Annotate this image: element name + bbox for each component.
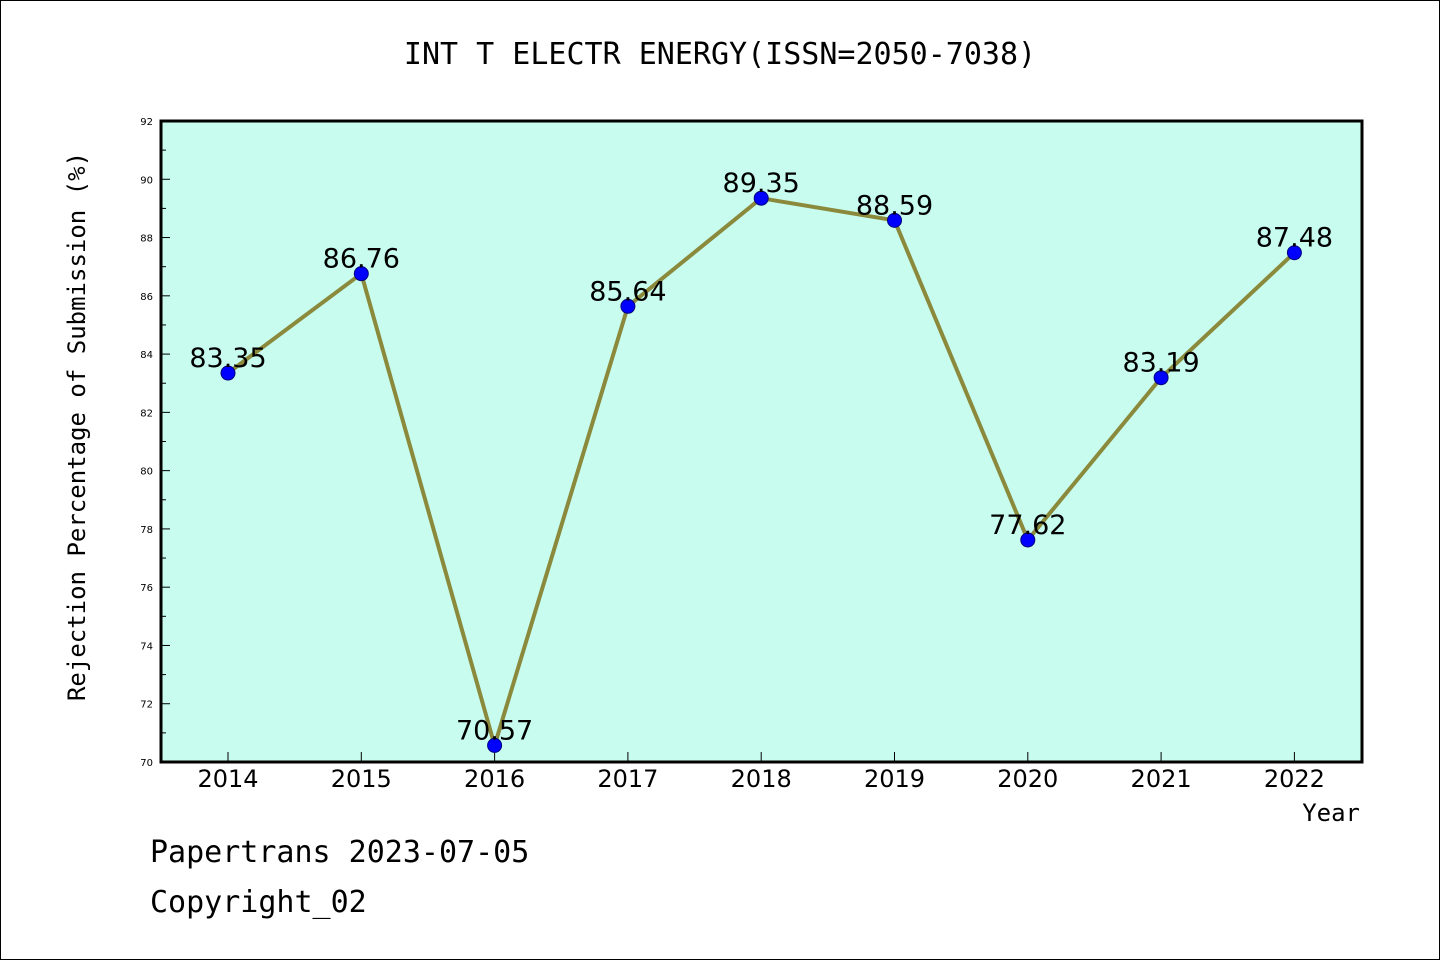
plot-area <box>161 121 1362 762</box>
series-layer <box>220 190 1302 753</box>
data-point <box>620 298 636 314</box>
data-label: 77.62 <box>989 510 1066 541</box>
data-point <box>220 365 236 381</box>
y-tick-label: 88 <box>140 234 153 245</box>
y-tick-label: 82 <box>140 408 153 419</box>
data-label: 85.64 <box>589 276 666 307</box>
y-tick-label: 86 <box>140 292 153 303</box>
y-tick-label: 74 <box>140 641 153 652</box>
data-label: 83.19 <box>1122 348 1199 379</box>
x-tick-label: 2014 <box>197 765 258 793</box>
data-point <box>1020 532 1036 548</box>
data-label: 87.48 <box>1256 223 1333 254</box>
x-axis-title: Year <box>1302 799 1360 827</box>
footer-date: Papertrans 2023-07-05 <box>150 835 530 870</box>
data-label: 86.76 <box>323 244 400 275</box>
x-tick-label: 2015 <box>331 765 392 793</box>
y-tick-label: 76 <box>140 583 153 594</box>
y-tick-label: 80 <box>140 467 153 478</box>
data-point <box>487 737 503 753</box>
data-label: 89.35 <box>723 168 800 199</box>
x-tick-label: 2018 <box>731 765 792 793</box>
y-tick-label: 70 <box>140 758 153 769</box>
footer-copyright: Copyright_02 <box>150 885 367 920</box>
x-tick-label: 2016 <box>464 765 525 793</box>
data-point <box>753 190 769 206</box>
y-axis-title: Rejection Percentage of Submission (%) <box>63 152 91 701</box>
y-tick-label: 84 <box>140 350 153 361</box>
x-tick-label: 2019 <box>864 765 925 793</box>
data-point <box>1286 245 1302 261</box>
data-point <box>353 266 369 282</box>
x-tick-label: 2021 <box>1131 765 1192 793</box>
data-label: 83.35 <box>189 343 266 374</box>
plot-border <box>159 119 1364 764</box>
data-label: 70.57 <box>456 715 533 746</box>
x-tick-label: 2020 <box>997 765 1058 793</box>
x-tick-label: 2022 <box>1264 765 1325 793</box>
y-tick-label: 92 <box>140 117 153 128</box>
y-tick-label: 78 <box>140 525 153 536</box>
data-point <box>887 212 902 228</box>
y-tick-label: 90 <box>140 175 153 186</box>
data-labels: 83.35 86.76 70.57 85.64 89.35 88.59 77.62 83.19… <box>189 168 1333 746</box>
data-label: 88.59 <box>856 190 933 221</box>
data-point <box>1153 370 1169 386</box>
chart-title: INT T ELECTR ENERGY(ISSN=2050-7038) <box>403 37 1037 72</box>
x-axis: 2014 2015 2016 2017 2018 2019 2020 2021 2022 <box>197 752 1325 793</box>
x-tick-label: 2017 <box>597 765 658 793</box>
y-tick-label: 72 <box>140 700 153 711</box>
